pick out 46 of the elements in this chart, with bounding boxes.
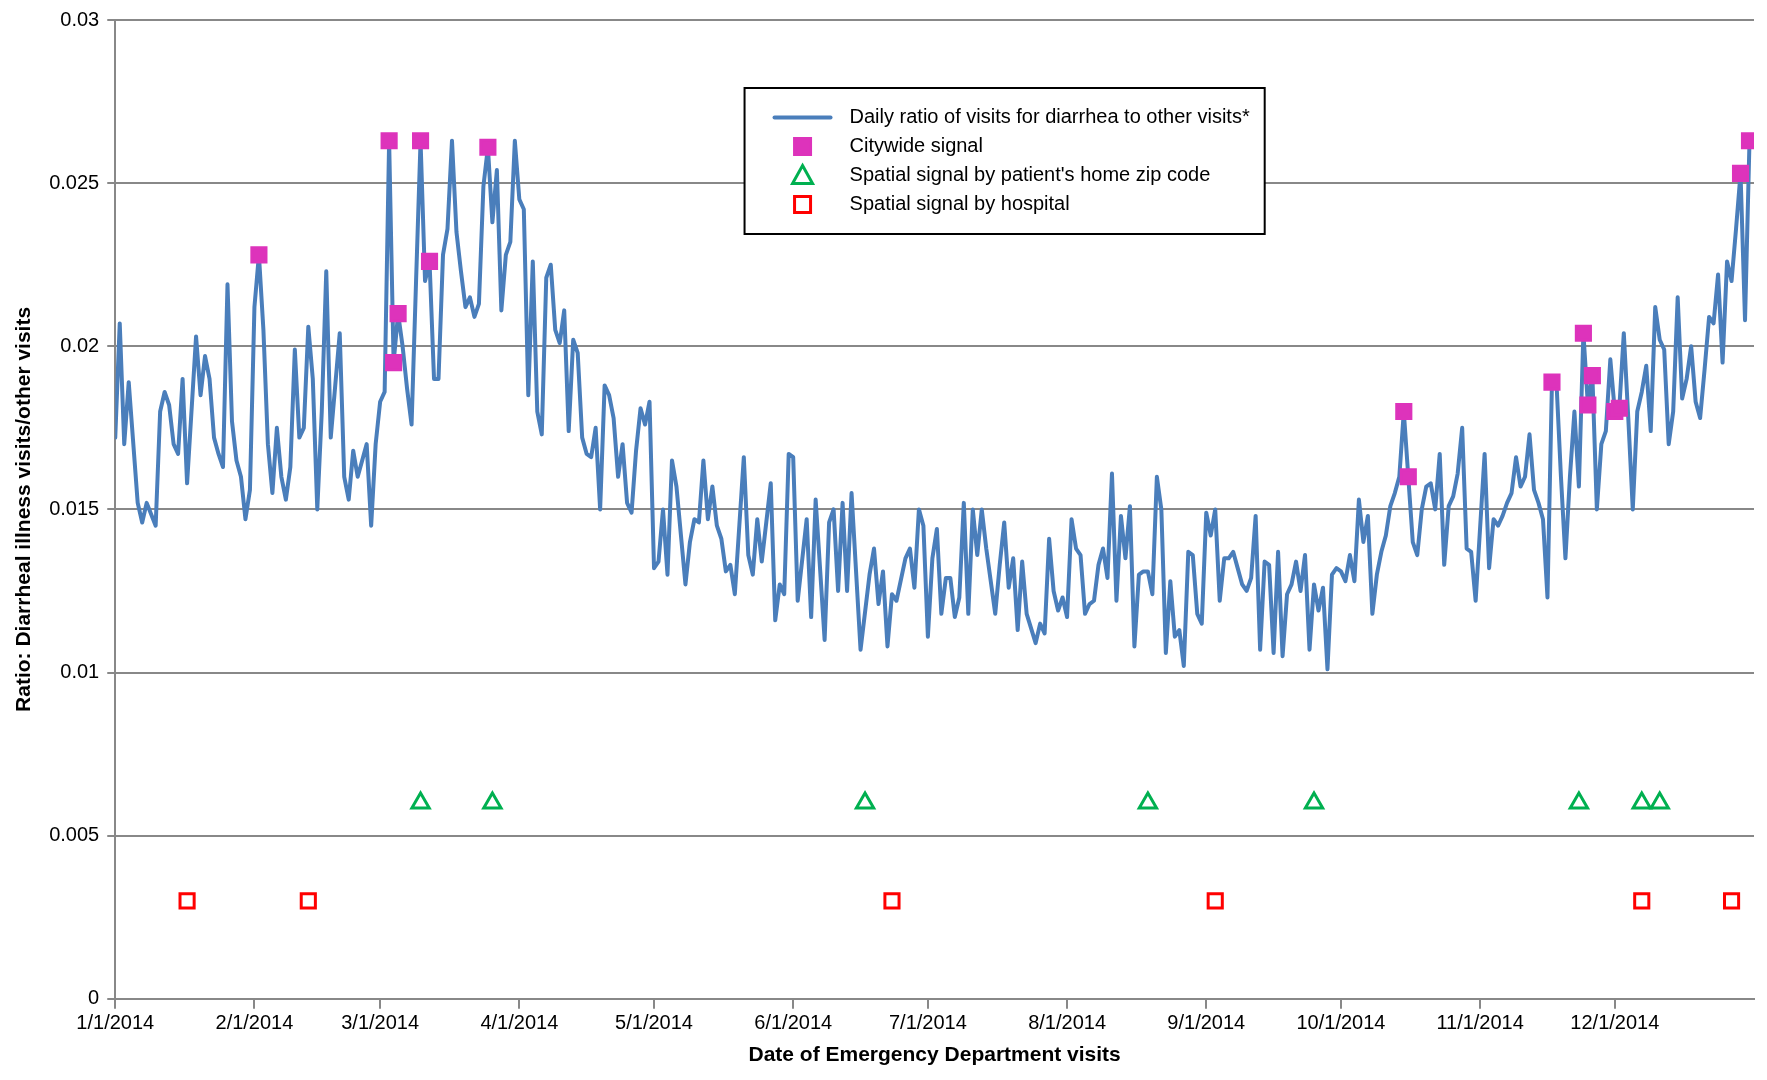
x-tick-label: 12/1/2014 xyxy=(1570,1011,1660,1034)
y-axis-title: Ratio: Diarrheal illness visits/other visits xyxy=(11,306,35,712)
y-tick-label: 0.015 xyxy=(49,496,100,519)
x-tick-label: 6/1/2014 xyxy=(754,1011,833,1034)
x-tick-label: 2/1/2014 xyxy=(215,1011,294,1034)
x-tick-label: 10/1/2014 xyxy=(1296,1011,1386,1034)
point xyxy=(1543,373,1561,391)
x-tick-label: 7/1/2014 xyxy=(888,1011,967,1034)
point xyxy=(411,132,430,150)
point xyxy=(385,354,403,372)
point xyxy=(389,305,407,323)
point xyxy=(479,138,497,156)
point xyxy=(420,252,439,271)
legend-label: Citywide signal xyxy=(849,134,983,157)
point xyxy=(250,246,268,264)
legend-label: Spatial signal by patient's home zip code xyxy=(849,163,1211,186)
point xyxy=(1722,892,1741,910)
x-tick-label: 5/1/2014 xyxy=(615,1011,693,1034)
y-tick-label: 0.005 xyxy=(49,823,100,846)
point xyxy=(1610,399,1628,417)
point xyxy=(1399,468,1417,486)
y-tick-label: 0.02 xyxy=(60,333,100,356)
x-axis-title: Date of Emergency Department visits xyxy=(748,1042,1121,1066)
y-tick-label: 0.025 xyxy=(49,170,100,193)
x-tick-label: 8/1/2014 xyxy=(1028,1011,1106,1034)
x-tick-label: 11/1/2014 xyxy=(1436,1011,1524,1034)
point xyxy=(1731,164,1750,182)
point xyxy=(1574,324,1592,342)
point xyxy=(883,892,901,910)
y-tick-label: 0 xyxy=(88,986,100,1009)
point xyxy=(1395,402,1413,421)
legend-label: Daily ratio of visits for diarrhea to other visits* xyxy=(849,105,1250,128)
point xyxy=(1579,396,1597,414)
x-tick-label: 1/1/2014 xyxy=(76,1011,155,1034)
point xyxy=(178,892,196,910)
point xyxy=(299,892,317,910)
point xyxy=(1206,892,1224,910)
legend-label: Spatial signal by hospital xyxy=(849,192,1070,215)
point xyxy=(380,132,398,150)
point xyxy=(1583,367,1601,385)
point xyxy=(1633,892,1651,910)
y-tick-label: 0.03 xyxy=(60,7,100,30)
x-tick-label: 9/1/2014 xyxy=(1167,1011,1246,1034)
y-tick-label: 0.01 xyxy=(60,660,100,683)
x-tick-label: 4/1/2014 xyxy=(480,1011,559,1034)
x-tick-label: 3/1/2014 xyxy=(341,1011,420,1034)
